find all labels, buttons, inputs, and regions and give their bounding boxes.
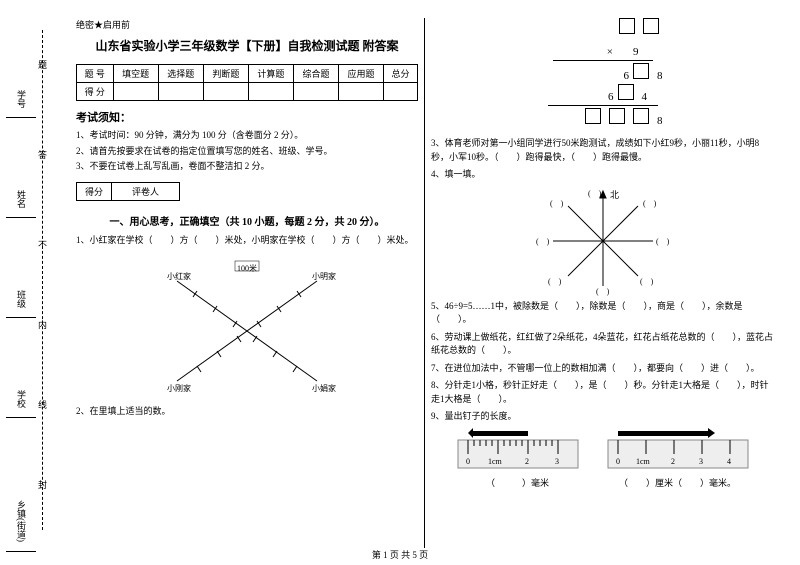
- instructions: 1、考试时间：90 分钟，满分为 100 分（含卷面分 2 分）。 2、请首先按…: [76, 129, 418, 173]
- svg-text:北: 北: [610, 190, 619, 200]
- svg-text:( ): ( ): [643, 199, 657, 208]
- question-2: 2、在里填上适当的数。: [76, 405, 418, 419]
- binding-label: 乡镇(街道): [6, 500, 36, 552]
- svg-text:3: 3: [699, 457, 703, 466]
- right-column: ×9 68 640 8 3、体育老师对第一小组同学进行50米跑测试，成绩如下小红…: [425, 18, 780, 548]
- question-5: 5、46÷9=5……1中，被除数是（ ），除数是（ ），商是（ ），余数是（ ）…: [431, 300, 774, 327]
- seal-mark: 线: [36, 400, 49, 409]
- th: 综合题: [293, 65, 338, 83]
- th: 总分: [384, 65, 418, 83]
- th: 判断题: [203, 65, 248, 83]
- direction-diagram: 100米 小红家 小明家 小刚家 小娟家: [147, 251, 347, 401]
- binding-label: 班级: [6, 290, 36, 318]
- ruler-1-answer: （ ）毫米: [453, 477, 583, 491]
- td: [339, 83, 384, 101]
- multiplication-block: ×9 68 640 8: [543, 18, 663, 127]
- svg-text:0: 0: [616, 457, 620, 466]
- seal-mark: 内: [36, 320, 49, 329]
- exam-title: 山东省实验小学三年级数学【下册】自我检测试题 附答案: [76, 37, 418, 54]
- svg-text:( ): ( ): [656, 237, 670, 246]
- svg-text:3: 3: [555, 457, 559, 466]
- question-4: 4、填一填。: [431, 168, 774, 182]
- score-table: 题 号 填空题 选择题 判断题 计算题 综合题 应用题 总分 得 分: [76, 64, 418, 101]
- svg-text:4: 4: [727, 457, 731, 466]
- th: 填空题: [113, 65, 158, 83]
- seal-mark: 不: [36, 240, 49, 249]
- td: 得 分: [77, 83, 114, 101]
- page-footer: 第 1 页 共 5 页: [0, 548, 800, 561]
- th: 计算题: [248, 65, 293, 83]
- svg-text:小明家: 小明家: [312, 271, 336, 281]
- page-content: 绝密★启用前 山东省实验小学三年级数学【下册】自我检测试题 附答案 题 号 填空…: [70, 18, 790, 548]
- question-1: 1、小红家在学校（ ）方（ ）米处，小明家在学校（ ）方（ ）米处。: [76, 234, 418, 248]
- svg-text:( ): ( ): [596, 287, 610, 296]
- td: [203, 83, 248, 101]
- instruction-item: 3、不要在试卷上乱写乱画，卷面不整洁扣 2 分。: [76, 160, 418, 173]
- td: [158, 83, 203, 101]
- question-7: 7、在进位加法中，不管哪一位上的数相加满（ ），都要向（ ）进（ ）。: [431, 362, 774, 376]
- td: [248, 83, 293, 101]
- binding-label: 学校: [6, 390, 36, 418]
- compass-diagram: 北 ( ) ( ) ( ) ( ) ( ) ( ) ( ) ( ): [528, 186, 678, 296]
- svg-text:小刚家: 小刚家: [167, 383, 191, 393]
- td: [293, 83, 338, 101]
- svg-text:( ): ( ): [536, 237, 550, 246]
- td: [113, 83, 158, 101]
- td: [384, 83, 418, 101]
- svg-text:1cm: 1cm: [488, 457, 503, 466]
- svg-text:( ): ( ): [550, 199, 564, 208]
- ruler-2: 0 1cm 2 3 4 （ ）厘米（ ）毫米。: [603, 428, 753, 495]
- svg-text:0: 0: [466, 457, 470, 466]
- seal-mark: 答: [36, 150, 49, 159]
- question-3: 3、体育老师对第一小组同学进行50米跑测试，成绩如下小红9秒，小丽11秒，小明8…: [431, 137, 774, 164]
- instruction-item: 2、请首先按要求在试卷的指定位置填写您的姓名、班级、学号。: [76, 145, 418, 158]
- section-1-title: 一、用心思考，正确填空（共 10 小题，每题 2 分，共 20 分）。: [76, 213, 418, 228]
- seal-mark: 封: [36, 480, 49, 489]
- th: 题 号: [77, 65, 114, 83]
- secret-tag: 绝密★启用前: [76, 18, 418, 31]
- instruction-item: 1、考试时间：90 分钟，满分为 100 分（含卷面分 2 分）。: [76, 129, 418, 142]
- question-8: 8、分针走1小格，秒针正好走（ ），是（ ）秒。分针走1大格是（ ），时针走1大…: [431, 379, 774, 406]
- svg-text:( ): ( ): [548, 277, 562, 286]
- svg-text:2: 2: [525, 457, 529, 466]
- svg-text:1cm: 1cm: [636, 457, 651, 466]
- svg-text:小红家: 小红家: [167, 271, 191, 281]
- svg-text:2: 2: [671, 457, 675, 466]
- question-9: 9、量出钉子的长度。: [431, 410, 774, 424]
- instructions-title: 考试须知：: [76, 109, 418, 125]
- question-6: 6、劳动课上做纸花，红红做了2朵纸花，4朵蓝花，红花占纸花总数的（ ），蓝花占纸…: [431, 331, 774, 358]
- rulers-row: 0 1cm 2 3 （ ）毫米: [431, 428, 774, 495]
- binding-column: 乡镇(街道) 学校 班级 姓名 学号 封 线 内 不 答 题: [0, 0, 60, 565]
- binding-label: 学号: [6, 90, 36, 118]
- ruler-2-answer: （ ）厘米（ ）毫米。: [603, 477, 753, 491]
- seal-mark: 题: [36, 60, 49, 69]
- svg-text:( ): ( ): [588, 189, 602, 198]
- binding-label: 姓名: [6, 190, 36, 218]
- score-label: 得分: [77, 183, 112, 200]
- svg-text:100米: 100米: [237, 263, 257, 273]
- th: 应用题: [339, 65, 384, 83]
- ruler-1: 0 1cm 2 3 （ ）毫米: [453, 428, 583, 495]
- svg-text:( ): ( ): [640, 277, 654, 286]
- marker-box: 得分评卷人: [76, 182, 180, 201]
- left-column: 绝密★启用前 山东省实验小学三年级数学【下册】自我检测试题 附答案 题 号 填空…: [70, 18, 425, 548]
- marker-label: 评卷人: [112, 183, 179, 200]
- svg-text:小娟家: 小娟家: [312, 383, 336, 393]
- th: 选择题: [158, 65, 203, 83]
